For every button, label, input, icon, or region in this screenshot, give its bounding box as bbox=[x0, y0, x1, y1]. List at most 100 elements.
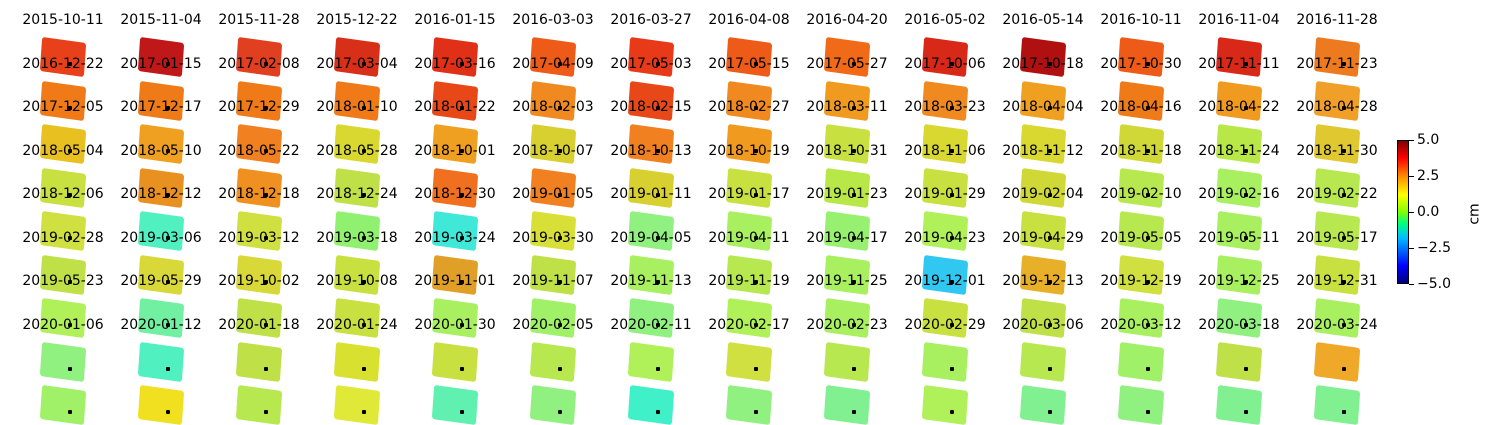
displacement-tile bbox=[725, 341, 773, 382]
date-label: 2017-11-11 bbox=[1198, 55, 1280, 72]
colorbar-tick-label: 0.0 bbox=[1417, 204, 1440, 220]
reference-point bbox=[362, 236, 366, 240]
reference-point bbox=[656, 410, 660, 414]
date-label: 2018-03-11 bbox=[806, 99, 888, 115]
reference-point bbox=[68, 192, 72, 197]
reference-point bbox=[950, 323, 954, 327]
displacement-tile bbox=[1117, 341, 1165, 382]
reference-point bbox=[264, 279, 268, 284]
reference-point bbox=[68, 105, 72, 110]
reference-point bbox=[1342, 149, 1346, 153]
date-label: 2019-11-25 bbox=[806, 273, 888, 289]
reference-point bbox=[460, 366, 464, 371]
date-label: 2019-03-30 bbox=[512, 229, 594, 246]
reference-point bbox=[1048, 192, 1052, 197]
reference-point bbox=[1048, 105, 1052, 110]
reference-point bbox=[950, 366, 954, 371]
date-label: 2016-11-04 bbox=[1198, 12, 1280, 28]
date-label: 2017-04-09 bbox=[512, 55, 594, 72]
date-label: 2017-05-27 bbox=[806, 55, 888, 72]
date-label: 2019-05-23 bbox=[22, 273, 104, 289]
reference-point bbox=[166, 279, 170, 284]
colorbar-tick-label: −2.5 bbox=[1417, 240, 1451, 256]
date-label: 2019-01-05 bbox=[512, 186, 594, 202]
date-label: 2019-03-12 bbox=[218, 229, 300, 246]
reference-point bbox=[362, 410, 366, 414]
reference-point bbox=[362, 366, 366, 371]
date-label: 2019-02-16 bbox=[1198, 186, 1280, 202]
date-label: 2019-12-25 bbox=[1198, 273, 1280, 289]
date-label: 2017-12-17 bbox=[120, 99, 202, 115]
reference-point bbox=[362, 149, 366, 153]
reference-point bbox=[166, 149, 170, 153]
displacement-tile bbox=[1215, 384, 1263, 425]
displacement-tile bbox=[1019, 384, 1067, 425]
reference-point bbox=[1244, 62, 1248, 66]
reference-point bbox=[852, 105, 856, 110]
date-label: 2018-04-16 bbox=[1100, 99, 1182, 115]
date-label: 2019-04-17 bbox=[806, 229, 888, 246]
date-label: 2019-05-05 bbox=[1100, 229, 1182, 246]
reference-point bbox=[1146, 279, 1150, 284]
reference-point bbox=[754, 410, 758, 414]
reference-point bbox=[1146, 410, 1150, 414]
reference-point bbox=[362, 323, 366, 327]
date-label: 2017-02-08 bbox=[218, 55, 300, 72]
date-label: 2017-03-04 bbox=[316, 55, 398, 72]
reference-point bbox=[460, 410, 464, 414]
reference-point bbox=[68, 410, 72, 414]
reference-point bbox=[852, 236, 856, 240]
reference-point bbox=[264, 192, 268, 197]
reference-point bbox=[852, 279, 856, 284]
displacement-tile bbox=[627, 384, 675, 425]
reference-point bbox=[1146, 62, 1150, 66]
reference-point bbox=[362, 279, 366, 284]
reference-point bbox=[1048, 323, 1052, 327]
reference-point bbox=[460, 192, 464, 197]
date-label: 2019-04-23 bbox=[904, 229, 986, 246]
reference-point bbox=[656, 149, 660, 153]
reference-point bbox=[558, 279, 562, 284]
reference-point bbox=[264, 149, 268, 153]
reference-point bbox=[68, 62, 72, 66]
reference-point bbox=[1244, 236, 1248, 240]
date-label: 2020-02-11 bbox=[610, 316, 692, 333]
colorbar bbox=[1397, 140, 1409, 284]
displacement-tile bbox=[137, 341, 185, 382]
date-label: 2019-11-19 bbox=[708, 273, 790, 289]
date-label: 2018-12-12 bbox=[120, 186, 202, 202]
colorbar-tick bbox=[1409, 248, 1414, 249]
date-label: 2019-10-02 bbox=[218, 273, 300, 289]
date-label: 2016-11-28 bbox=[1296, 12, 1378, 28]
date-label: 2019-03-06 bbox=[120, 229, 202, 246]
colorbar-unit-label: cm bbox=[1466, 203, 1483, 225]
reference-point bbox=[166, 236, 170, 240]
reference-point bbox=[1048, 279, 1052, 284]
reference-point bbox=[950, 105, 954, 110]
reference-point bbox=[1146, 366, 1150, 371]
reference-point bbox=[852, 149, 856, 153]
displacement-tile bbox=[431, 384, 479, 425]
reference-point bbox=[166, 192, 170, 197]
reference-point bbox=[950, 410, 954, 414]
date-label: 2019-01-29 bbox=[904, 186, 986, 202]
reference-point bbox=[264, 105, 268, 110]
reference-point bbox=[1048, 62, 1052, 66]
reference-point bbox=[950, 62, 954, 66]
reference-point bbox=[656, 105, 660, 110]
date-label: 2020-01-12 bbox=[120, 316, 202, 333]
reference-point bbox=[754, 366, 758, 371]
date-label: 2018-03-23 bbox=[904, 99, 986, 115]
date-label: 2020-03-12 bbox=[1100, 316, 1182, 333]
reference-point bbox=[558, 192, 562, 197]
date-label: 2018-04-28 bbox=[1296, 99, 1378, 115]
date-label: 2015-11-28 bbox=[218, 12, 300, 28]
reference-point bbox=[1342, 323, 1346, 327]
date-label: 2020-02-05 bbox=[512, 316, 594, 333]
displacement-tile bbox=[333, 384, 381, 425]
date-label: 2019-12-13 bbox=[1002, 273, 1084, 289]
reference-point bbox=[1146, 149, 1150, 153]
reference-point bbox=[166, 105, 170, 110]
displacement-tile bbox=[431, 341, 479, 382]
displacement-tile bbox=[823, 341, 871, 382]
